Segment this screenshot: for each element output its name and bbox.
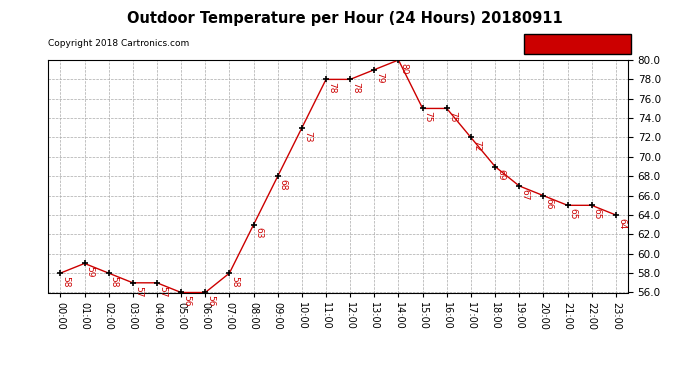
Text: 58: 58 [230, 276, 239, 287]
Text: 57: 57 [158, 286, 167, 297]
Text: 65: 65 [593, 208, 602, 220]
Text: 58: 58 [61, 276, 70, 287]
Text: 78: 78 [351, 82, 360, 94]
Text: Temperature (°F): Temperature (°F) [528, 39, 629, 49]
Text: 75: 75 [448, 111, 457, 123]
Text: 65: 65 [569, 208, 578, 220]
Text: Copyright 2018 Cartronics.com: Copyright 2018 Cartronics.com [48, 39, 190, 48]
Text: 57: 57 [134, 286, 143, 297]
Text: 78: 78 [327, 82, 336, 94]
Text: 79: 79 [375, 72, 384, 84]
Text: 72: 72 [472, 140, 481, 152]
Text: 56: 56 [182, 295, 191, 307]
Text: 69: 69 [496, 170, 505, 181]
Text: 56: 56 [206, 295, 215, 307]
Text: 58: 58 [110, 276, 119, 287]
Text: 68: 68 [279, 179, 288, 190]
Text: 73: 73 [303, 130, 312, 142]
Text: 66: 66 [544, 198, 553, 210]
Text: 63: 63 [255, 228, 264, 239]
Text: 75: 75 [424, 111, 433, 123]
Text: Outdoor Temperature per Hour (24 Hours) 20180911: Outdoor Temperature per Hour (24 Hours) … [127, 11, 563, 26]
Text: 59: 59 [86, 266, 95, 278]
Text: 67: 67 [520, 189, 529, 200]
Text: 64: 64 [617, 218, 626, 229]
Text: 80: 80 [400, 63, 408, 74]
